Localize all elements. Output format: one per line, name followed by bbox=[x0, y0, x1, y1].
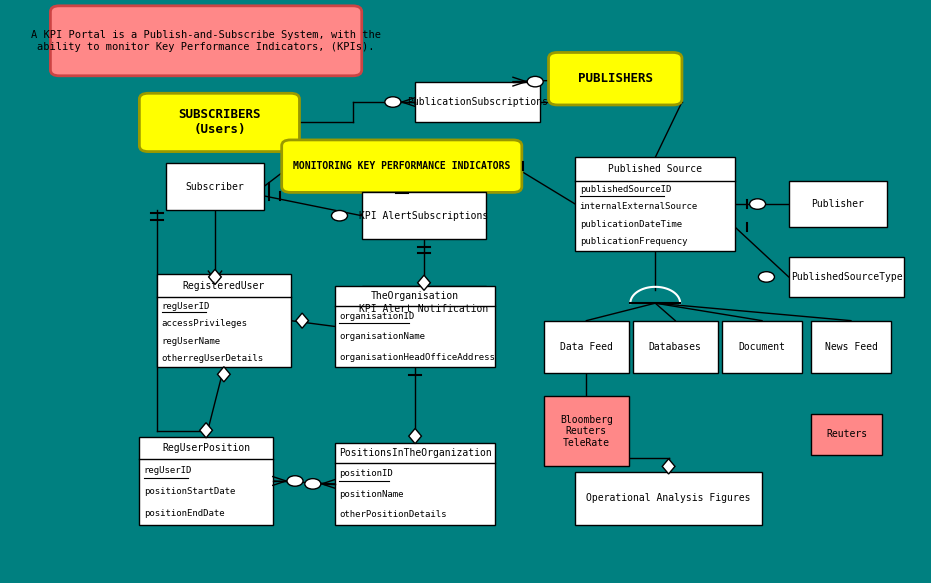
FancyBboxPatch shape bbox=[282, 140, 522, 192]
Text: internalExternalSource: internalExternalSource bbox=[580, 202, 698, 212]
FancyBboxPatch shape bbox=[544, 396, 628, 466]
FancyBboxPatch shape bbox=[548, 52, 681, 105]
Text: publishedSourceID: publishedSourceID bbox=[580, 185, 671, 194]
Polygon shape bbox=[662, 459, 675, 474]
Text: MONITORING KEY PERFORMANCE INDICATORS: MONITORING KEY PERFORMANCE INDICATORS bbox=[293, 161, 510, 171]
Polygon shape bbox=[218, 367, 230, 382]
Circle shape bbox=[304, 479, 321, 489]
Text: organisationHeadOfficeAddress: organisationHeadOfficeAddress bbox=[340, 353, 495, 361]
Polygon shape bbox=[209, 269, 222, 285]
Text: otherPositionDetails: otherPositionDetails bbox=[340, 510, 447, 519]
Text: Published Source: Published Source bbox=[608, 164, 702, 174]
FancyBboxPatch shape bbox=[575, 472, 762, 525]
Text: publicationDateTime: publicationDateTime bbox=[580, 220, 681, 229]
Text: Subscriber: Subscriber bbox=[185, 181, 244, 192]
Text: A KPI Portal is a Publish-and-Subscribe System, with the
ability to monitor Key : A KPI Portal is a Publish-and-Subscribe … bbox=[31, 30, 381, 52]
Text: PositionsInTheOrganization: PositionsInTheOrganization bbox=[339, 448, 492, 458]
Text: positionEndDate: positionEndDate bbox=[143, 510, 224, 518]
Text: Data Feed: Data Feed bbox=[560, 342, 613, 352]
Text: PublicationSubscriptions: PublicationSubscriptions bbox=[407, 97, 547, 107]
FancyBboxPatch shape bbox=[335, 286, 495, 367]
Text: Bloomberg
Reuters
TeleRate: Bloomberg Reuters TeleRate bbox=[560, 415, 613, 448]
FancyBboxPatch shape bbox=[811, 414, 882, 455]
Circle shape bbox=[759, 272, 775, 282]
FancyBboxPatch shape bbox=[362, 286, 486, 332]
FancyBboxPatch shape bbox=[789, 181, 886, 227]
FancyBboxPatch shape bbox=[722, 321, 802, 373]
Text: Reuters: Reuters bbox=[826, 429, 867, 440]
Text: SUBSCRIBERS
(Users): SUBSCRIBERS (Users) bbox=[178, 108, 261, 136]
Text: TheOrganisation: TheOrganisation bbox=[371, 291, 459, 301]
Polygon shape bbox=[409, 429, 422, 444]
FancyBboxPatch shape bbox=[166, 163, 263, 210]
Text: publicationFrequency: publicationFrequency bbox=[580, 237, 687, 247]
FancyBboxPatch shape bbox=[811, 321, 891, 373]
FancyBboxPatch shape bbox=[140, 437, 273, 525]
Polygon shape bbox=[200, 423, 212, 438]
FancyBboxPatch shape bbox=[575, 157, 735, 251]
Text: regUserName: regUserName bbox=[162, 336, 221, 346]
Text: News Feed: News Feed bbox=[825, 342, 877, 352]
Text: positionStartDate: positionStartDate bbox=[143, 487, 236, 496]
FancyBboxPatch shape bbox=[633, 321, 718, 373]
FancyBboxPatch shape bbox=[415, 82, 540, 122]
Text: otherregUserDetails: otherregUserDetails bbox=[162, 354, 263, 363]
Polygon shape bbox=[296, 313, 308, 328]
Polygon shape bbox=[418, 275, 430, 290]
Text: KPI AlertSubscriptions: KPI AlertSubscriptions bbox=[359, 210, 489, 221]
FancyBboxPatch shape bbox=[789, 257, 904, 297]
Circle shape bbox=[385, 97, 401, 107]
Text: RegisteredUser: RegisteredUser bbox=[182, 280, 265, 291]
Text: Publisher: Publisher bbox=[811, 199, 864, 209]
Text: positionName: positionName bbox=[340, 490, 404, 498]
Circle shape bbox=[331, 210, 347, 221]
FancyBboxPatch shape bbox=[140, 93, 300, 152]
FancyBboxPatch shape bbox=[335, 443, 495, 525]
Text: accessPrivileges: accessPrivileges bbox=[162, 319, 248, 328]
Text: Document: Document bbox=[738, 342, 786, 352]
Text: regUserID: regUserID bbox=[143, 466, 192, 475]
FancyBboxPatch shape bbox=[544, 321, 628, 373]
Text: PublishedSourceType: PublishedSourceType bbox=[790, 272, 902, 282]
Text: PUBLISHERS: PUBLISHERS bbox=[578, 72, 653, 85]
Circle shape bbox=[749, 199, 765, 209]
Text: KPI Alert Notification: KPI Alert Notification bbox=[359, 304, 489, 314]
FancyBboxPatch shape bbox=[50, 6, 362, 76]
Text: Operational Analysis Figures: Operational Analysis Figures bbox=[587, 493, 751, 504]
Circle shape bbox=[527, 76, 543, 87]
Text: positionID: positionID bbox=[340, 469, 393, 478]
FancyBboxPatch shape bbox=[157, 274, 290, 367]
FancyBboxPatch shape bbox=[362, 192, 486, 239]
Text: organisationName: organisationName bbox=[340, 332, 425, 341]
Text: regUserID: regUserID bbox=[162, 301, 210, 311]
Text: organisationID: organisationID bbox=[340, 312, 414, 321]
Text: Databases: Databases bbox=[649, 342, 702, 352]
Circle shape bbox=[287, 476, 303, 486]
Text: RegUserPosition: RegUserPosition bbox=[162, 443, 250, 453]
